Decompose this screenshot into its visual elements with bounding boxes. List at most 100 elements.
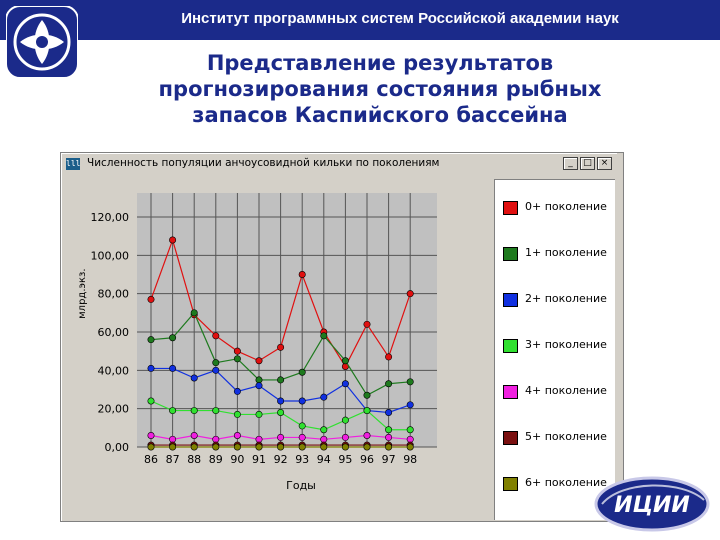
data-point bbox=[385, 443, 393, 451]
slide-title: Представление результатов прогнозировани… bbox=[158, 51, 602, 127]
data-point bbox=[147, 295, 155, 303]
data-point bbox=[169, 364, 177, 372]
data-point bbox=[255, 443, 263, 451]
maximize-button[interactable]: □ bbox=[580, 157, 595, 170]
data-point bbox=[363, 320, 371, 328]
data-point bbox=[320, 393, 328, 401]
data-point bbox=[406, 401, 414, 409]
x-tick-label: 94 bbox=[317, 453, 331, 466]
data-point bbox=[169, 407, 177, 415]
data-point bbox=[385, 380, 393, 388]
data-point bbox=[212, 359, 220, 367]
x-tick-label: 98 bbox=[403, 453, 417, 466]
data-point bbox=[255, 410, 263, 418]
window-scrollbar[interactable] bbox=[617, 153, 623, 521]
data-point bbox=[169, 334, 177, 342]
data-point bbox=[298, 271, 306, 279]
header-bar: Институт программных систем Российской а… bbox=[0, 0, 720, 40]
x-tick-label: 92 bbox=[274, 453, 288, 466]
legend-label: 5+ поколение bbox=[525, 430, 607, 443]
chart-window: lll Численность популяции анчоусовидной … bbox=[60, 152, 624, 522]
x-tick-label: 93 bbox=[295, 453, 309, 466]
x-tick-label: 96 bbox=[360, 453, 374, 466]
data-point bbox=[406, 426, 414, 434]
header-title: Институт программных систем Российской а… bbox=[181, 10, 619, 27]
y-tick-label: 40,00 bbox=[98, 364, 130, 377]
icii-logo: ИЦИИ bbox=[592, 470, 712, 534]
legend-label: 2+ поколение bbox=[525, 292, 607, 305]
data-point bbox=[385, 433, 393, 441]
legend-label: 6+ поколение bbox=[525, 476, 607, 489]
y-tick-label: 80,00 bbox=[98, 288, 130, 301]
y-tick-label: 100,00 bbox=[91, 249, 130, 262]
x-tick-label: 87 bbox=[166, 453, 180, 466]
data-point bbox=[190, 309, 198, 317]
data-point bbox=[169, 435, 177, 443]
y-tick-label: 120,00 bbox=[91, 211, 130, 224]
data-point bbox=[190, 374, 198, 382]
institute-logo bbox=[5, 5, 79, 79]
data-point bbox=[169, 443, 177, 451]
data-point bbox=[147, 336, 155, 344]
data-point bbox=[363, 443, 371, 451]
x-tick-label: 88 bbox=[187, 453, 201, 466]
data-point bbox=[341, 416, 349, 424]
data-point bbox=[147, 364, 155, 372]
data-point bbox=[320, 443, 328, 451]
x-tick-label: 97 bbox=[382, 453, 396, 466]
data-point bbox=[190, 443, 198, 451]
data-point bbox=[385, 353, 393, 361]
x-axis-title: Годы bbox=[286, 479, 316, 492]
data-point bbox=[363, 391, 371, 399]
data-point bbox=[320, 435, 328, 443]
legend-label: 3+ поколение bbox=[525, 338, 607, 351]
data-point bbox=[277, 397, 285, 405]
data-point bbox=[406, 290, 414, 298]
data-point bbox=[233, 355, 241, 363]
data-point bbox=[277, 376, 285, 384]
data-point bbox=[298, 422, 306, 430]
y-tick-label: 60,00 bbox=[98, 326, 130, 339]
data-point bbox=[341, 443, 349, 451]
data-point bbox=[233, 431, 241, 439]
y-tick-label: 0,00 bbox=[105, 441, 130, 454]
data-point bbox=[147, 431, 155, 439]
chart-legend: 0+ поколение 1+ поколение 2+ поколение 3+ п… bbox=[494, 179, 615, 520]
minimize-button[interactable]: _ bbox=[563, 157, 578, 170]
legend-swatch bbox=[503, 339, 518, 353]
data-point bbox=[233, 443, 241, 451]
data-point bbox=[190, 407, 198, 415]
y-tick-label: 20,00 bbox=[98, 403, 130, 416]
data-point bbox=[341, 380, 349, 388]
data-point bbox=[212, 443, 220, 451]
legend-swatch bbox=[503, 385, 518, 399]
x-tick-label: 89 bbox=[209, 453, 223, 466]
x-tick-label: 91 bbox=[252, 453, 266, 466]
line-chart: 0,00 20,00 40,00 60,00 80,00 100,00 120,00 86 87… bbox=[77, 193, 437, 492]
data-point bbox=[255, 382, 263, 390]
data-point bbox=[341, 433, 349, 441]
data-point bbox=[406, 435, 414, 443]
data-point bbox=[255, 357, 263, 365]
data-point bbox=[212, 366, 220, 374]
data-point bbox=[277, 443, 285, 451]
icii-logo-text: ИЦИИ bbox=[614, 493, 690, 518]
legend-swatch bbox=[503, 201, 518, 215]
legend-swatch bbox=[503, 431, 518, 445]
close-button[interactable]: × bbox=[597, 157, 612, 170]
data-point bbox=[320, 426, 328, 434]
x-tick-label: 86 bbox=[144, 453, 158, 466]
legend-label: 1+ поколение bbox=[525, 246, 607, 259]
data-point bbox=[255, 376, 263, 384]
window-titlebar[interactable]: lll Численность популяции анчоусовидной … bbox=[63, 155, 621, 173]
data-point bbox=[190, 431, 198, 439]
data-point bbox=[147, 397, 155, 405]
data-point bbox=[212, 407, 220, 415]
legend-label: 0+ поколение bbox=[525, 200, 607, 213]
data-point bbox=[385, 426, 393, 434]
data-point bbox=[320, 332, 328, 340]
data-point bbox=[147, 443, 155, 451]
data-point bbox=[233, 347, 241, 355]
data-point bbox=[363, 407, 371, 415]
data-point bbox=[277, 433, 285, 441]
